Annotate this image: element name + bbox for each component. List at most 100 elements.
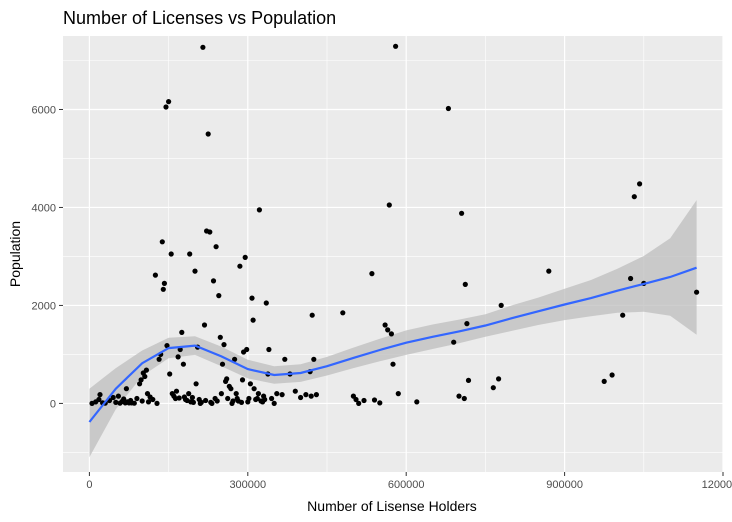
- data-point: [251, 386, 257, 392]
- data-point: [166, 99, 172, 105]
- data-point: [213, 244, 219, 250]
- data-point: [201, 322, 208, 328]
- data-point: [459, 210, 465, 216]
- x-tick-label: 1200000: [702, 479, 732, 491]
- data-point: [255, 391, 261, 397]
- data-point: [601, 378, 607, 384]
- data-point: [217, 334, 223, 340]
- data-point: [228, 386, 234, 392]
- data-point: [123, 386, 129, 392]
- data-point: [371, 397, 378, 403]
- data-point: [631, 194, 637, 200]
- plot-panel: [63, 36, 723, 472]
- data-point: [115, 393, 121, 399]
- data-point: [620, 312, 626, 318]
- data-point: [637, 181, 643, 187]
- data-point: [209, 400, 215, 406]
- data-point: [282, 356, 288, 362]
- smooth-trend-line: [88, 266, 697, 423]
- data-point: [161, 280, 167, 286]
- data-point: [266, 346, 272, 353]
- data-point: [546, 268, 552, 274]
- data-point: [308, 393, 314, 399]
- data-point: [242, 254, 248, 260]
- data-point: [142, 373, 148, 380]
- data-point: [377, 400, 383, 406]
- y-tick-label: 2000: [32, 300, 56, 312]
- data-point: [361, 397, 367, 404]
- data-point: [159, 239, 165, 245]
- data-point: [187, 251, 193, 257]
- smooth-line: [88, 266, 697, 423]
- data-point: [498, 302, 504, 308]
- data-point: [313, 392, 319, 398]
- data-point: [390, 361, 396, 367]
- data-point: [175, 354, 181, 360]
- axis-ticks: [59, 108, 724, 476]
- data-point: [139, 398, 145, 404]
- x-axis-title: Number of Lisense Holders: [307, 498, 477, 514]
- data-point: [279, 392, 285, 398]
- data-point: [113, 399, 119, 405]
- data-point: [340, 310, 346, 316]
- data-point: [164, 343, 170, 349]
- data-point: [192, 268, 198, 274]
- data-point: [303, 392, 309, 398]
- data-point: [224, 376, 230, 382]
- data-point: [167, 371, 173, 377]
- y-axis-tick-labels: 0 2000 4000 6000: [32, 104, 56, 410]
- data-point: [205, 131, 211, 137]
- x-axis-tick-labels: 0 300000 600000 900000 1200000: [86, 479, 732, 491]
- data-point: [150, 396, 156, 403]
- data-point: [414, 399, 420, 405]
- data-point: [269, 395, 275, 402]
- data-point: [219, 361, 226, 367]
- data-point: [247, 381, 253, 387]
- data-point: [179, 329, 185, 335]
- data-point: [225, 395, 231, 402]
- x-tick-label: 600000: [388, 479, 425, 491]
- data-point: [386, 202, 392, 208]
- data-point: [137, 381, 143, 387]
- data-point: [311, 356, 317, 362]
- data-point: [97, 392, 103, 398]
- data-point: [176, 395, 182, 401]
- data-point: [445, 105, 451, 112]
- data-point: [246, 395, 252, 402]
- data-point: [203, 397, 209, 404]
- data-points: [89, 43, 700, 406]
- data-point: [628, 275, 634, 282]
- x-tick-label: 300000: [229, 479, 266, 491]
- data-point: [110, 394, 116, 401]
- y-axis-title: Population: [7, 221, 23, 287]
- data-point: [160, 286, 166, 292]
- data-point: [298, 394, 304, 401]
- data-point: [271, 400, 277, 406]
- data-point: [274, 391, 280, 397]
- data-point: [256, 207, 262, 213]
- data-point: [207, 229, 213, 235]
- data-point: [96, 396, 102, 403]
- data-point: [230, 398, 236, 404]
- data-point: [180, 361, 186, 367]
- data-point: [496, 376, 502, 382]
- data-point: [210, 278, 217, 284]
- data-point: [462, 281, 468, 287]
- data-point: [393, 43, 399, 49]
- data-point: [385, 327, 391, 333]
- data-point: [250, 317, 256, 323]
- data-point: [249, 295, 255, 301]
- data-point: [193, 381, 199, 387]
- data-point: [198, 399, 204, 405]
- data-point: [163, 104, 169, 110]
- data-point: [490, 385, 496, 391]
- data-point: [168, 251, 174, 257]
- data-point: [292, 388, 298, 394]
- data-point: [456, 393, 462, 399]
- data-point: [464, 321, 470, 327]
- data-point: [395, 391, 401, 397]
- data-point: [237, 263, 243, 269]
- y-tick-label: 4000: [32, 202, 56, 214]
- data-point: [263, 300, 269, 306]
